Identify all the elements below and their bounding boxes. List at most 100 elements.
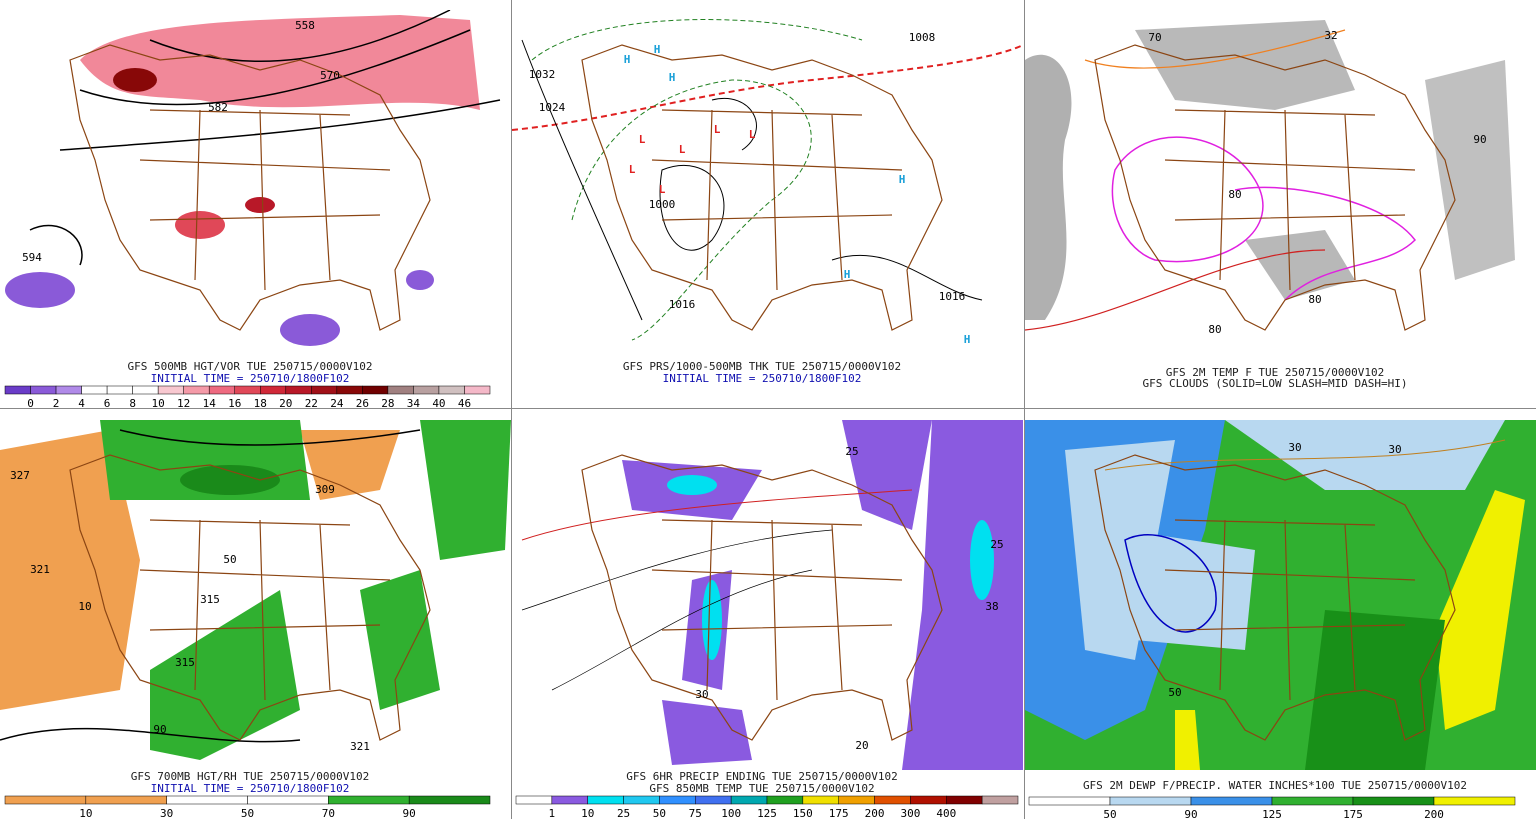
colorbar-swatch (910, 795, 947, 805)
colorbar-label: 400 (936, 807, 956, 819)
colorbar-label: 50 (653, 807, 666, 819)
colorbar-label: 70 (322, 807, 335, 819)
pressure-center-label: L (629, 163, 636, 176)
contour-label: 1016 (669, 298, 696, 311)
colorbar-label: 10 (581, 807, 594, 819)
colorbar-label: 175 (1343, 808, 1363, 819)
colorbar-swatch (1271, 796, 1354, 806)
colorbar-swatch (946, 795, 983, 805)
pressure-center-label: L (679, 143, 686, 156)
colorbar-swatch (1190, 796, 1273, 806)
contour-label: 80 (1208, 323, 1221, 336)
colorbar-swatch (285, 385, 312, 395)
colorbar-swatch (408, 795, 491, 805)
colorbar-label: 175 (829, 807, 849, 819)
contour-label: 25 (845, 445, 858, 458)
colorbar-label: 4 (78, 397, 85, 410)
pressure-center-label: L (749, 128, 756, 141)
colorbar-swatch (1352, 796, 1435, 806)
colorbar-swatch (659, 795, 696, 805)
colorbar-label: 75 (689, 807, 702, 819)
colorbar-swatch (766, 795, 804, 805)
panel: 1032 1024 1008 1000 1016 1016 H H H H H H L L L L L L GFS … (512, 19, 1023, 385)
colorbar-swatch (81, 385, 108, 395)
caption: GFS 2M DEWP F/PRECIP. WATER INCHES*100 T… (1083, 779, 1467, 792)
colorbar-label: 20 (279, 397, 292, 410)
caption: GFS 500MB HGT/VOR TUE 250715/0000V102 (127, 360, 372, 373)
colorbar-swatch (132, 385, 159, 395)
colorbar-label: 34 (407, 397, 421, 410)
colorbar-swatch (336, 385, 363, 395)
contour-label: 30 (695, 688, 708, 701)
caption: INITIAL TIME = 250710/1800F102 (663, 372, 862, 385)
pressure-center-label: H (669, 71, 676, 84)
colorbar-label: 50 (1103, 808, 1116, 819)
contour-label: 321 (350, 740, 370, 753)
contour-label: 315 (200, 593, 220, 606)
colorbar-label: 22 (305, 397, 318, 410)
colorbar-swatch (4, 795, 87, 805)
colorbar-label: 40 (432, 397, 445, 410)
colorbar-swatch (981, 795, 1019, 805)
colorbar-label: 12 (177, 397, 190, 410)
contour-label: 80 (1308, 293, 1321, 306)
colorbar-swatch (438, 385, 465, 395)
panel: 25 38 20 30 25 GFS 6HR PRECIP ENDING TUE 2507… (515, 420, 1023, 820)
contour-label: 1032 (529, 68, 556, 81)
contour-label: 50 (223, 553, 236, 566)
colorbar-label: 125 (1262, 808, 1282, 819)
contour-label: 10 (78, 600, 91, 613)
colorbar-label: 16 (228, 397, 241, 410)
colorbar-swatch (387, 385, 414, 395)
pressure-center-label: H (899, 173, 906, 186)
pressure-center-label: H (844, 268, 851, 281)
colorbar-swatch (1028, 796, 1111, 806)
colorbar-label: 150 (793, 807, 813, 819)
contour-label: 1016 (939, 290, 966, 303)
contour-label: 1024 (539, 101, 566, 114)
colorbar-label: 200 (865, 807, 885, 819)
contour-label: 90 (1473, 133, 1486, 146)
contour-label: 1008 (909, 31, 936, 44)
colorbar-swatch (551, 795, 588, 805)
panel: 32 70 80 80 90 80 GFS 2M TEMP F TUE 250715/000… (1025, 20, 1515, 390)
contour-label: 70 (1148, 31, 1161, 44)
contour-label: 50 (1168, 686, 1181, 699)
colorbar-label: 6 (104, 397, 111, 410)
colorbar-swatch (166, 795, 248, 805)
caption: GFS 700MB HGT/RH TUE 250715/0000V102 (131, 770, 369, 783)
colorbar-label: 46 (458, 397, 471, 410)
colorbar-swatch (587, 795, 624, 805)
colorbar-swatch (208, 385, 235, 395)
colorbar-swatch (838, 795, 875, 805)
colorbar-swatch (4, 385, 31, 395)
colorbar-swatch (874, 795, 911, 805)
panel: 558 570 582 594 GFS 500MB HGT/VOR TUE 250715… (4, 10, 501, 410)
map (1025, 20, 1515, 331)
colorbar-swatch (730, 795, 768, 805)
pressure-center-label: L (714, 123, 721, 136)
contour-label: 594 (22, 251, 42, 264)
colorbar-label: 2 (53, 397, 60, 410)
pressure-center-label: H (964, 333, 971, 346)
contour-label: 20 (855, 739, 868, 752)
colorbar-swatch (30, 385, 57, 395)
contour-label: 32 (1324, 29, 1337, 42)
colorbar-swatch (464, 385, 491, 395)
contour-label: 90 (153, 723, 166, 736)
panel: 327 321 309 315 315 321 50 90 10 GFS 700MB HGT/RH… (0, 420, 511, 820)
caption: INITIAL TIME = 250710/1800F102 (151, 782, 350, 795)
pressure-center-label: L (639, 133, 646, 146)
colorbar-swatch (362, 385, 389, 395)
contour-label: 327 (10, 469, 30, 482)
colorbar-label: 28 (381, 397, 394, 410)
colorbar-label: 200 (1424, 808, 1444, 819)
map (512, 19, 1023, 341)
map (521, 420, 1023, 770)
colorbar-label: 125 (757, 807, 777, 819)
colorbar-swatch (1109, 796, 1192, 806)
colorbar-label: 30 (160, 807, 173, 819)
colorbar-label: 26 (356, 397, 369, 410)
contour-label: 309 (315, 483, 335, 496)
